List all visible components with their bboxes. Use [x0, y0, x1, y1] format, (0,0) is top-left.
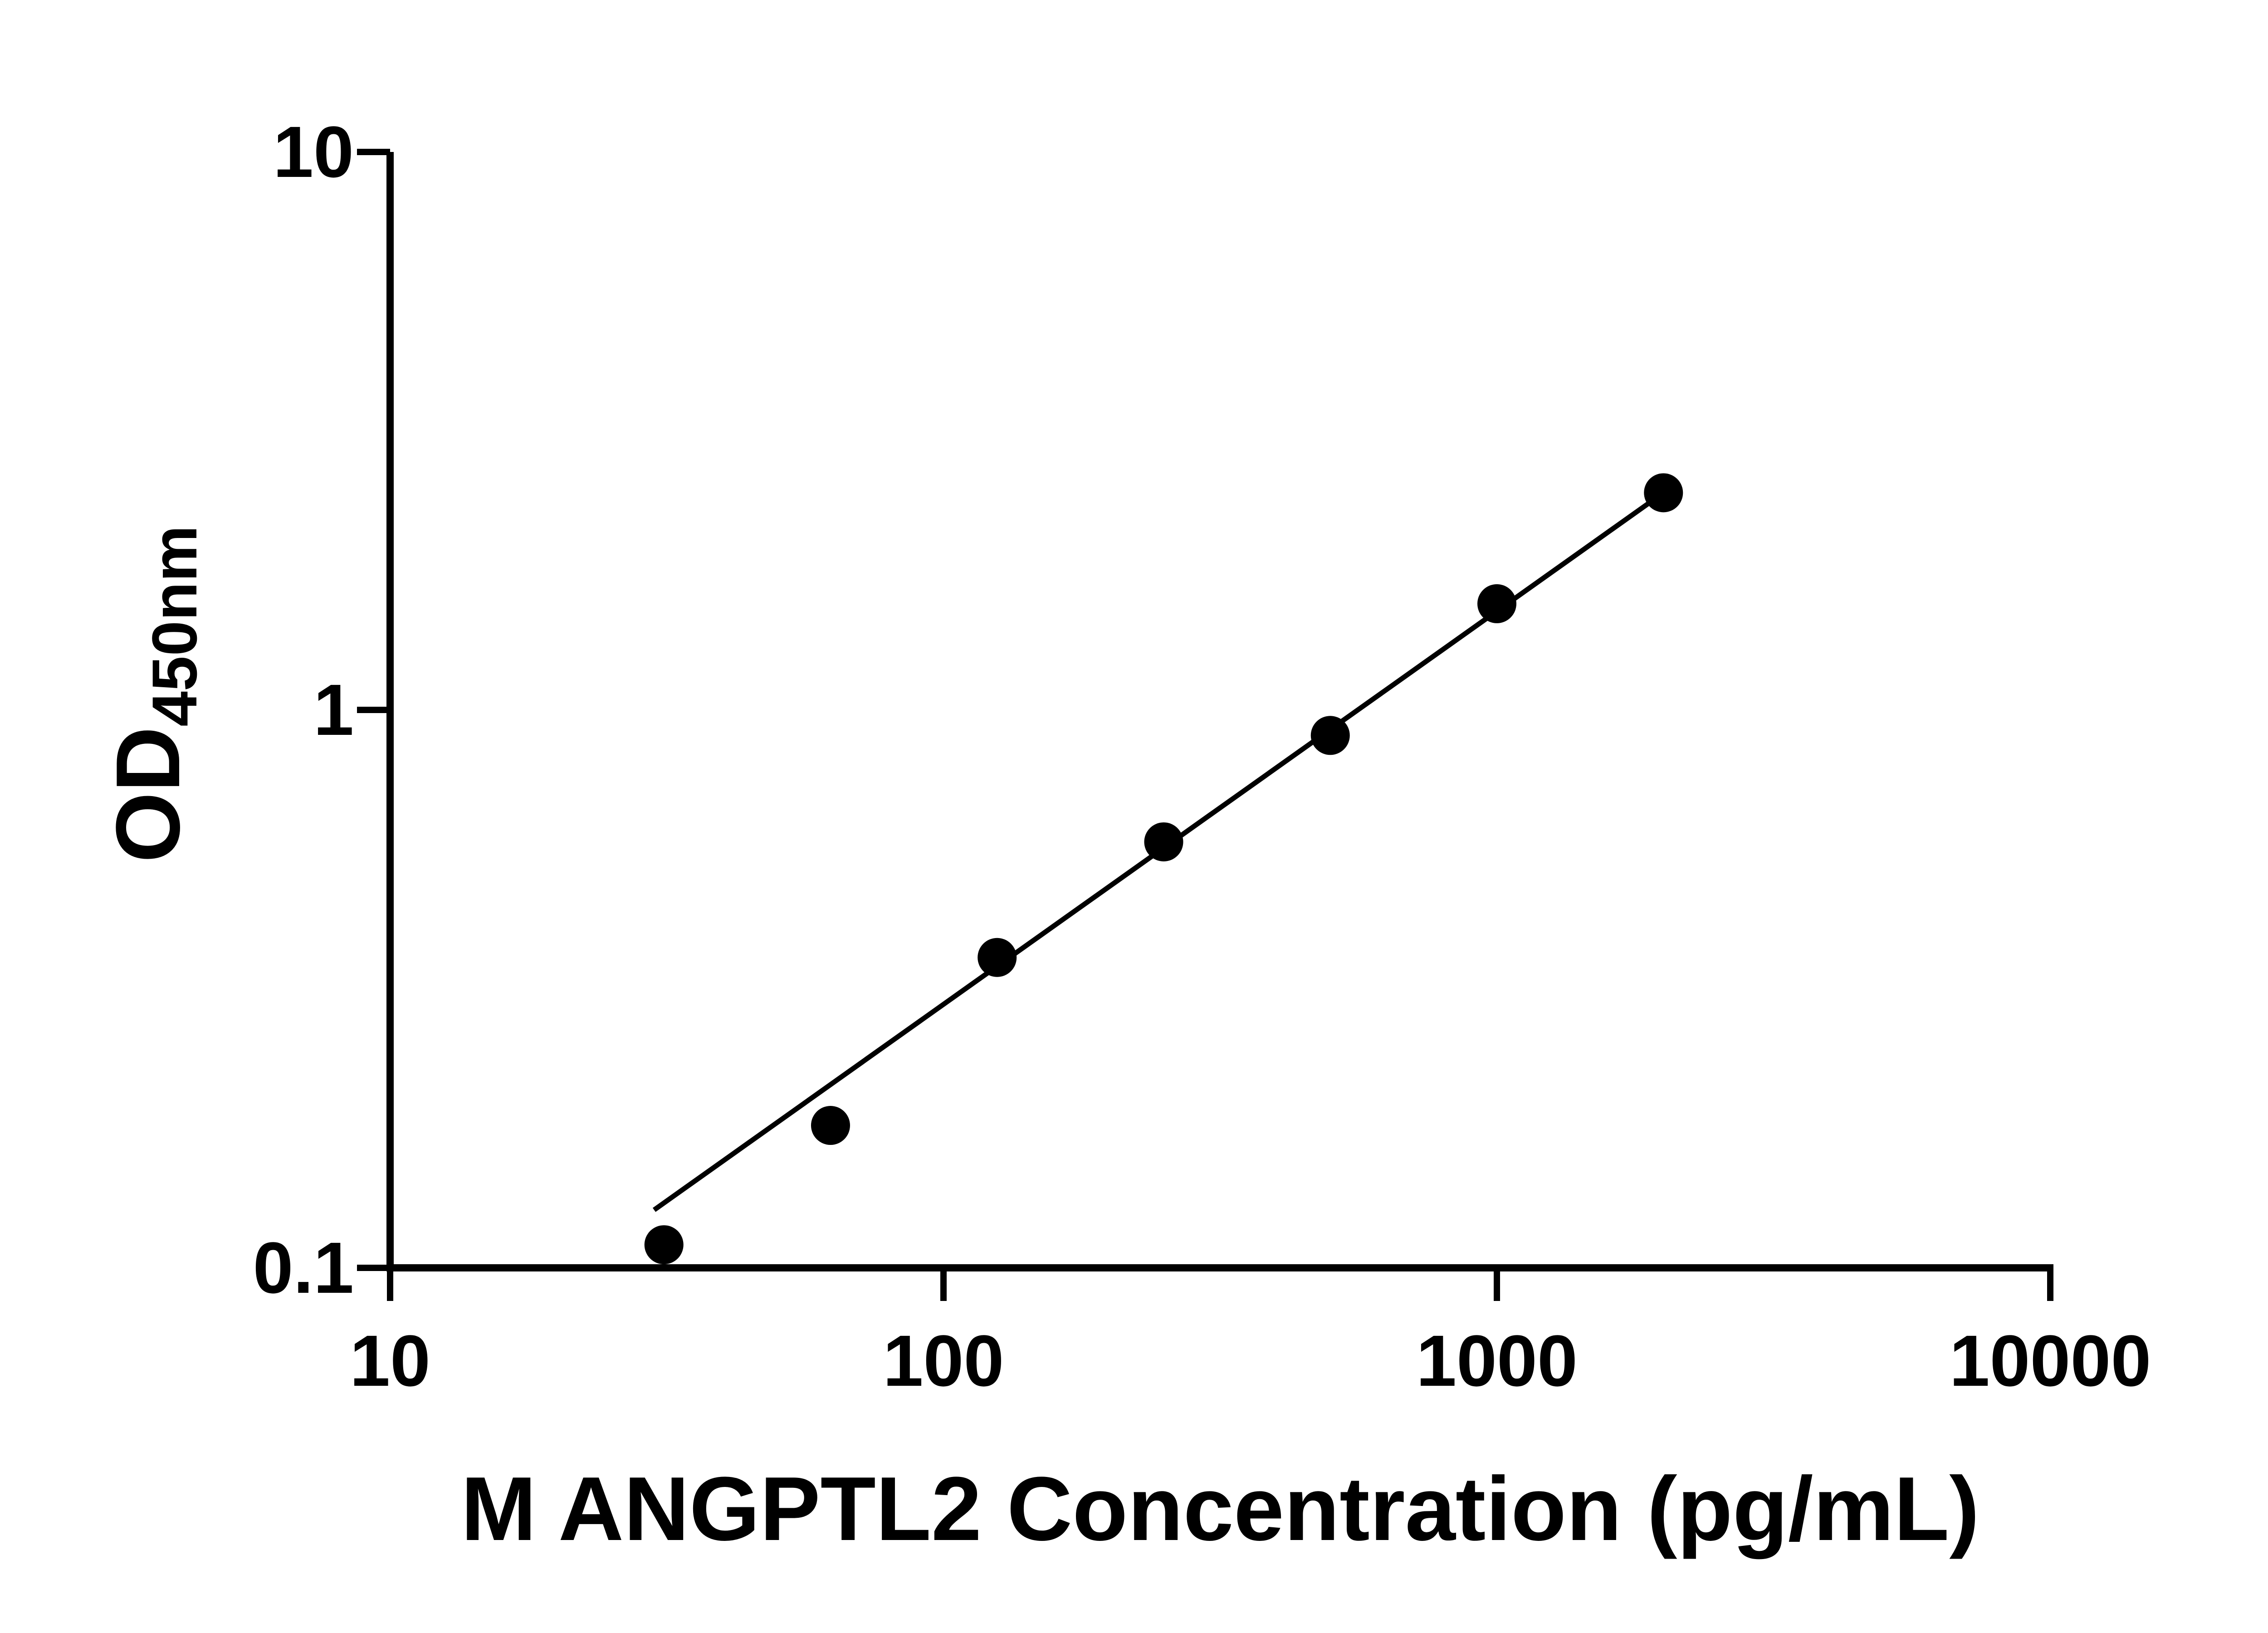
data-point: [811, 1106, 850, 1145]
y-tick-label: 1: [313, 669, 354, 750]
data-point: [644, 1225, 684, 1265]
axes-spine: [386, 152, 2053, 1271]
data-point: [1477, 584, 1516, 623]
data-point: [978, 938, 1017, 977]
y-axis-title-main: OD: [98, 727, 199, 863]
data-point: [1310, 716, 1350, 755]
y-axis-title: OD450nm: [98, 525, 210, 863]
x-tick-label: 10: [350, 1320, 430, 1401]
y-axis-title-subscript: 450nm: [139, 525, 210, 727]
chart-dynamic-layer: 10 100 1000 10000 0.1 1 10: [253, 111, 2151, 1401]
x-axis-title: M ANGPTL2 Concentration (pg/mL): [461, 1458, 1980, 1560]
x-tick-label: 1000: [1416, 1320, 1578, 1401]
y-tick-label: 10: [273, 111, 354, 192]
data-point: [1144, 822, 1183, 861]
y-tick-label: 0.1: [253, 1227, 354, 1308]
data-point: [1644, 473, 1683, 513]
x-tick-label: 100: [883, 1320, 1004, 1401]
x-tick-label: 10000: [1950, 1320, 2151, 1401]
